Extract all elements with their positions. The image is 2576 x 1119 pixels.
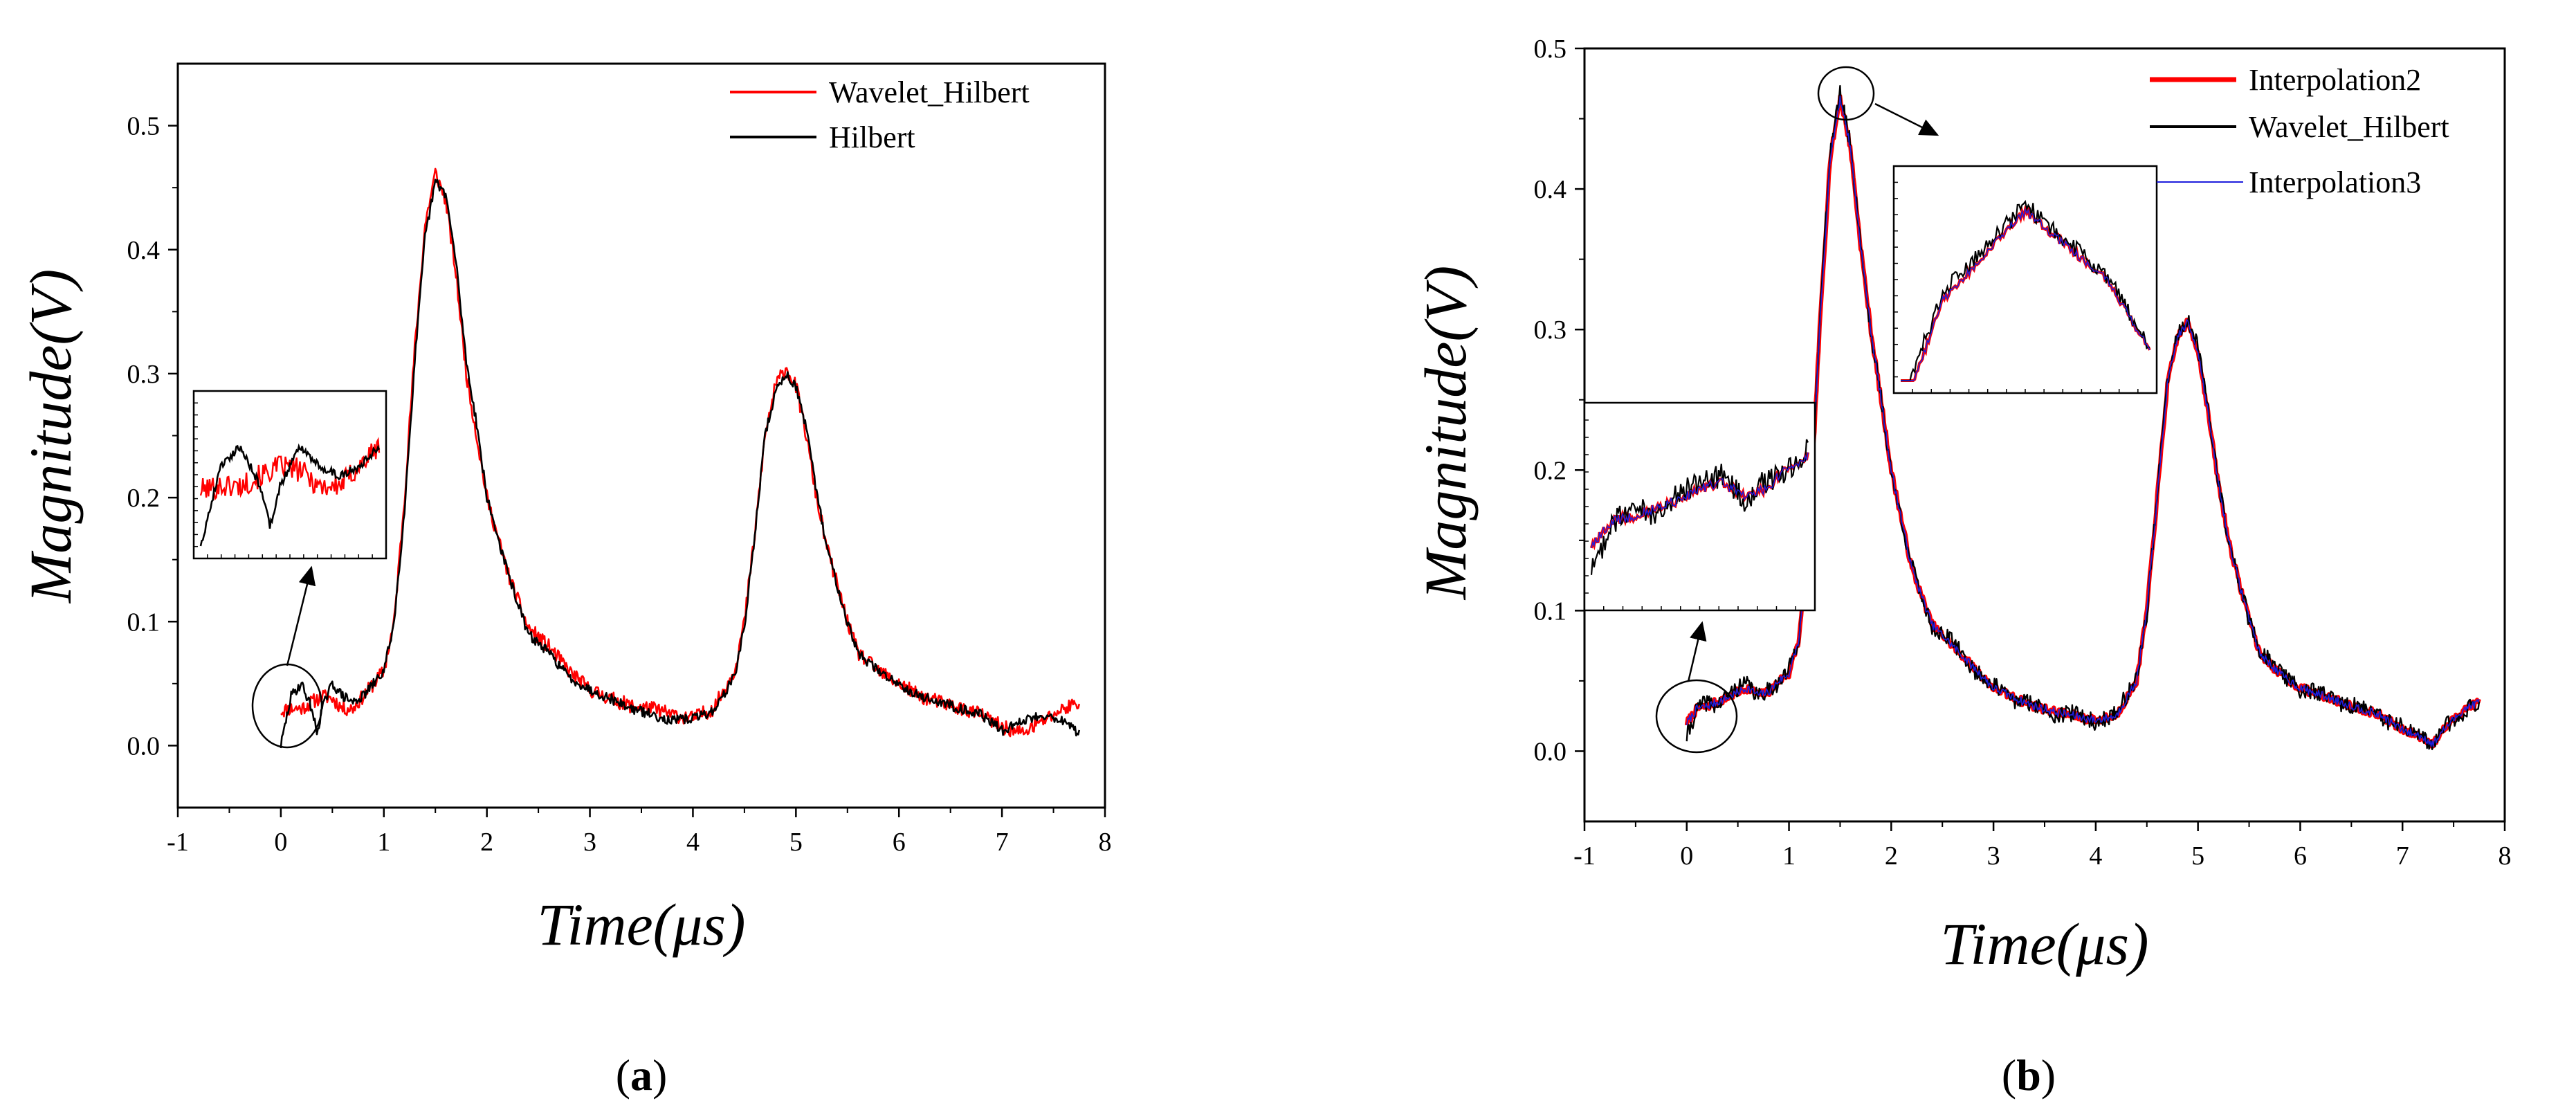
legend-label-wavelet-hilbert-a: Wavelet_Hilbert xyxy=(829,75,1030,109)
y-axis-title-b: Magnitude(V) xyxy=(1412,266,1479,601)
x-tick-label-b: 4 xyxy=(2089,841,2102,871)
series-line-interpolation3-b xyxy=(1686,95,2480,747)
y-tick-label-a: 0.3 xyxy=(127,360,161,389)
legend-label-hilbert-a: Hilbert xyxy=(829,120,915,154)
y-tick-label-b: 0.5 xyxy=(1534,35,1567,64)
inset-b-start xyxy=(1583,401,1816,612)
zoom-circle-a xyxy=(251,663,323,749)
axis-ticks-a: -1 0 1 2 3 4 5 6 7 8 0.0 0.1 0.2 0.3 0.4 0.5 xyxy=(127,112,1112,857)
x-tick-label-a: 2 xyxy=(480,828,493,857)
panel-b: -1 0 1 2 3 4 5 6 7 8 0.0 0.1 0.2 0.3 0.4 0.5 Interpolat… xyxy=(1412,35,2512,1100)
legend-a: Wavelet_Hilbert Hilbert xyxy=(730,75,1030,154)
x-tick-label-b: -1 xyxy=(1573,841,1596,871)
inset-line-interpolation3 xyxy=(1591,452,1809,549)
inset-ticks-b-start xyxy=(1584,419,1796,610)
y-tick-label-b: 0.4 xyxy=(1534,175,1567,204)
zoom-circle-b-start xyxy=(1655,679,1738,754)
y-tick-label-a: 0.5 xyxy=(127,112,161,141)
x-tick-label-a: 7 xyxy=(996,828,1009,857)
x-tick-label-a: 6 xyxy=(893,828,906,857)
zoom-arrow-b-start xyxy=(1687,621,1707,682)
x-tick-label-b: 3 xyxy=(1987,841,2000,871)
series-group-a xyxy=(280,167,1081,749)
inset-series-b-peak xyxy=(1901,199,2151,382)
y-tick-label-b: 0.1 xyxy=(1534,597,1567,626)
inset-line-interpolation3 xyxy=(1901,208,2150,381)
x-tick-label-b: 1 xyxy=(1782,841,1796,871)
y-tick-label-a: 0.0 xyxy=(127,731,161,761)
x-tick-label-b: 0 xyxy=(1680,841,1693,871)
x-tick-label-b: 7 xyxy=(2396,841,2409,871)
inset-line-wavelet-hilbert xyxy=(1590,439,1809,575)
panel-label-a: (a) xyxy=(616,1050,668,1100)
inset-frame-b-start xyxy=(1583,401,1816,612)
y-tick-label-b: 0.0 xyxy=(1534,737,1567,766)
y-tick-label-b: 0.2 xyxy=(1534,456,1567,485)
x-tick-label-a: 0 xyxy=(274,828,287,857)
panel-a: -1 0 1 2 3 4 5 6 7 8 0.0 0.1 0.2 0.3 0.4 0.5 Wavelet_Hi… xyxy=(17,62,1112,1100)
y-tick-label-a: 0.2 xyxy=(127,484,161,513)
x-tick-label-a: -1 xyxy=(167,828,189,857)
axis-ticks-b: -1 0 1 2 3 4 5 6 7 8 0.0 0.1 0.2 0.3 0.4 0.5 xyxy=(1534,35,2512,871)
zoom-circle-b-peak xyxy=(1817,66,1875,121)
inset-line-hilbert xyxy=(199,443,381,547)
y-tick-label-a: 0.4 xyxy=(127,236,161,265)
y-tick-label-a: 0.1 xyxy=(127,608,161,637)
series-line-wavelet-hilbert-a xyxy=(280,167,1081,738)
x-axis-title-a: Time(μs) xyxy=(537,891,745,958)
x-tick-label-a: 3 xyxy=(583,828,596,857)
inset-series-b-start xyxy=(1590,439,1809,575)
series-line-hilbert-a xyxy=(280,179,1081,749)
x-axis-title-b: Time(μs) xyxy=(1940,911,2148,977)
inset-a xyxy=(192,390,387,560)
x-tick-label-b: 6 xyxy=(2294,841,2307,871)
inset-line-wavelet-hilbert xyxy=(1901,199,2150,382)
inset-ticks-b-peak xyxy=(1894,181,2139,393)
series-group-b xyxy=(1684,84,2481,751)
inset-ticks-a xyxy=(194,402,373,558)
x-tick-label-a: 4 xyxy=(686,828,700,857)
legend-label-interpolation2-b: Interpolation2 xyxy=(2249,63,2421,97)
y-axis-title-a: Magnitude(V) xyxy=(17,269,84,604)
x-tick-label-a: 5 xyxy=(789,828,803,857)
inset-frame-b-peak xyxy=(1892,165,2158,394)
legend-b: Interpolation2 Wavelet_Hilbert Interpola… xyxy=(2150,63,2449,199)
legend-label-interpolation3-b: Interpolation3 xyxy=(2249,165,2421,199)
legend-label-wavelet-hilbert-b: Wavelet_Hilbert xyxy=(2249,110,2449,144)
inset-series-a xyxy=(199,437,381,547)
panel-label-b: (b) xyxy=(2002,1050,2056,1100)
x-tick-label-b: 5 xyxy=(2191,841,2204,871)
x-tick-label-a: 1 xyxy=(377,828,390,857)
x-tick-label-a: 8 xyxy=(1099,828,1112,857)
zoom-arrow-a xyxy=(286,565,316,666)
x-tick-label-b: 8 xyxy=(2499,841,2512,871)
zoom-arrow-b-peak xyxy=(1874,102,1939,136)
inset-frame-a xyxy=(192,390,387,560)
inset-b-peak xyxy=(1892,165,2158,394)
y-tick-label-b: 0.3 xyxy=(1534,316,1567,345)
x-tick-label-b: 2 xyxy=(1885,841,1898,871)
